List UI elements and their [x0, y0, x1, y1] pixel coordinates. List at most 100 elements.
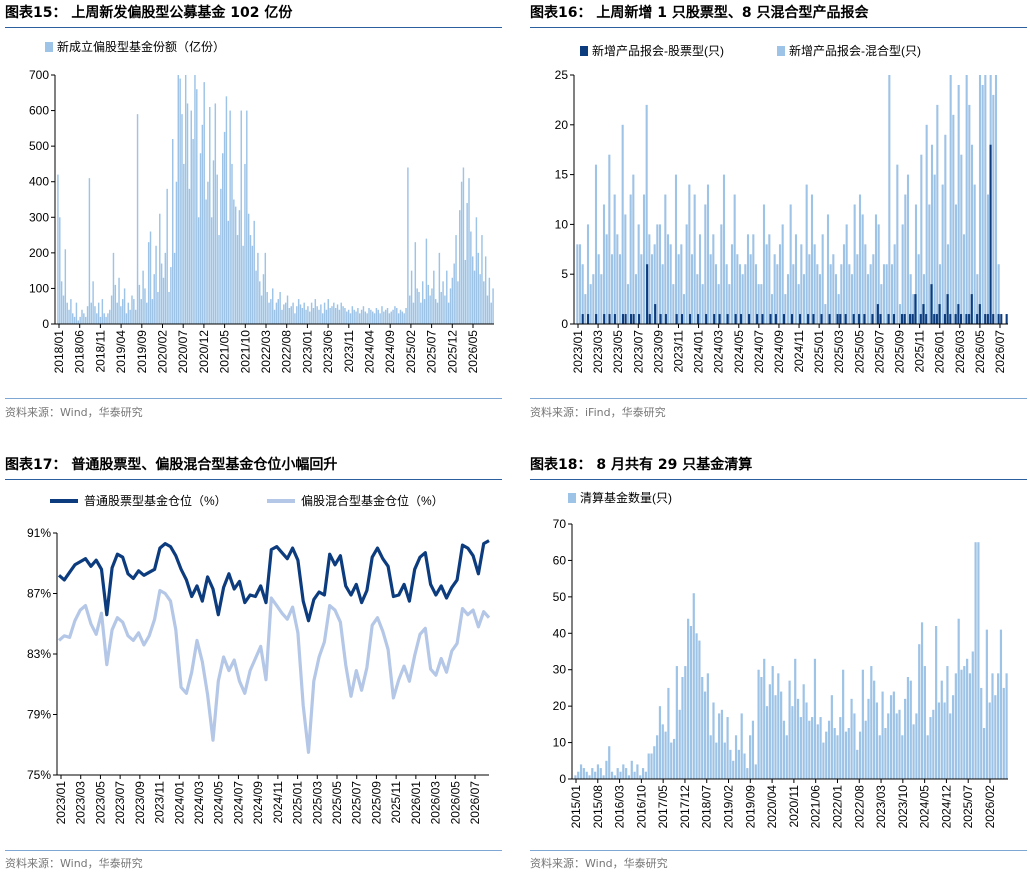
- bar: [294, 313, 296, 324]
- bar: [613, 314, 616, 324]
- bar: [946, 244, 950, 324]
- bar: [844, 731, 848, 779]
- bar: [190, 110, 192, 324]
- bar: [118, 277, 120, 324]
- bar: [644, 771, 647, 779]
- bar: [842, 669, 845, 779]
- bar: [471, 256, 474, 324]
- source-note: 资料来源：Wind，华泰研究: [5, 406, 143, 419]
- bar: [303, 302, 305, 324]
- bar: [929, 717, 932, 779]
- bar: [986, 314, 989, 324]
- y-tick-label: 91%: [27, 526, 51, 540]
- chart-18: 清算基金数量(只) 0 10 20 30 40 50 60 70 2015/01 2015/08 20…: [553, 490, 1008, 829]
- bar: [932, 709, 935, 779]
- x-tick-label: 2024/04: [363, 330, 377, 374]
- bar: [842, 244, 846, 324]
- bar: [757, 669, 760, 779]
- bar: [876, 304, 879, 324]
- bar: [594, 164, 598, 324]
- x-tick-label: 2022/08: [852, 785, 866, 829]
- bar: [229, 110, 231, 324]
- bar: [270, 299, 272, 324]
- bar: [794, 658, 797, 779]
- bar: [748, 314, 751, 324]
- bar: [594, 771, 597, 779]
- bar: [946, 294, 949, 324]
- bar: [688, 314, 692, 324]
- series-line-hybrid: [57, 588, 491, 754]
- x-tick-label: 2026/03: [429, 781, 443, 825]
- bar: [351, 306, 354, 324]
- bar: [926, 735, 929, 779]
- bar: [845, 224, 848, 324]
- bar: [488, 277, 491, 324]
- bar: [579, 764, 583, 779]
- bar: [974, 542, 977, 779]
- x-tick-label: 2025/01: [812, 330, 826, 374]
- bar: [418, 291, 420, 324]
- x-tick-label: 2018/07: [700, 785, 714, 829]
- bar: [349, 313, 352, 324]
- bar: [674, 174, 678, 324]
- bar: [949, 75, 952, 324]
- bar: [329, 307, 331, 324]
- bar: [834, 274, 838, 324]
- bar: [781, 224, 784, 324]
- bar: [829, 264, 832, 324]
- bar: [591, 768, 594, 779]
- x-tick-label: 2025/09: [893, 330, 907, 374]
- bar: [768, 684, 771, 779]
- bar: [732, 760, 735, 779]
- x-tick-label: 2026/02: [983, 785, 997, 829]
- x-tick-label: 2026/07: [468, 781, 482, 825]
- bar: [475, 217, 478, 324]
- x-tick-label: 2025/07: [350, 781, 364, 825]
- panel-16: 图表16： 上周新增 1 只股票型、8 只混合型产品报会 新增产品报会-股票型(…: [530, 0, 1027, 430]
- bar: [889, 695, 893, 779]
- bar: [94, 306, 96, 324]
- x-tick-label: 2023/10: [896, 785, 910, 829]
- x-tick-label: 2024/03: [712, 330, 726, 374]
- x-tick-label: 2018/01: [52, 330, 66, 374]
- chart-17: 普通股票型基金仓位（%） 偏股混合型基金仓位（%） 75% 79% 83% 87% 91% 2…: [27, 493, 491, 825]
- bar: [314, 299, 317, 324]
- bar: [379, 313, 381, 324]
- x-tick-label: 2019/09: [135, 330, 149, 374]
- panel-title: 图表17： 普通股票型、偏股混合型基金仓位小幅回升: [5, 457, 338, 473]
- bar: [664, 731, 667, 779]
- x-tick-label: 2026/07: [993, 330, 1007, 374]
- bar: [944, 134, 947, 324]
- bar: [852, 314, 855, 324]
- x-tick-label: 2019/09: [743, 785, 757, 829]
- bar: [725, 264, 728, 324]
- bar: [850, 698, 853, 779]
- bar: [980, 687, 983, 779]
- bar: [917, 254, 920, 324]
- bar: [648, 314, 651, 324]
- bar: [991, 673, 994, 779]
- bar: [826, 214, 830, 324]
- x-tick-label: 2024/07: [752, 330, 766, 374]
- bar: [882, 264, 886, 324]
- bar: [234, 206, 237, 324]
- y-tick-label: 70: [553, 517, 567, 531]
- bar: [761, 314, 764, 324]
- x-tick-label: 2026/01: [933, 330, 947, 374]
- bar: [292, 302, 294, 324]
- bar: [214, 103, 217, 324]
- bar: [739, 314, 743, 324]
- bar: [922, 304, 925, 324]
- bar: [407, 167, 409, 324]
- x-tick-label: 2021/10: [238, 330, 252, 374]
- bar: [774, 695, 777, 779]
- bar: [684, 666, 687, 779]
- bar: [978, 75, 982, 324]
- x-tick-label: 2026/05: [448, 781, 462, 825]
- bar: [840, 264, 843, 324]
- bar: [236, 235, 239, 324]
- bar: [740, 713, 743, 779]
- bar: [325, 309, 328, 324]
- bar: [904, 194, 907, 324]
- bar: [305, 309, 307, 324]
